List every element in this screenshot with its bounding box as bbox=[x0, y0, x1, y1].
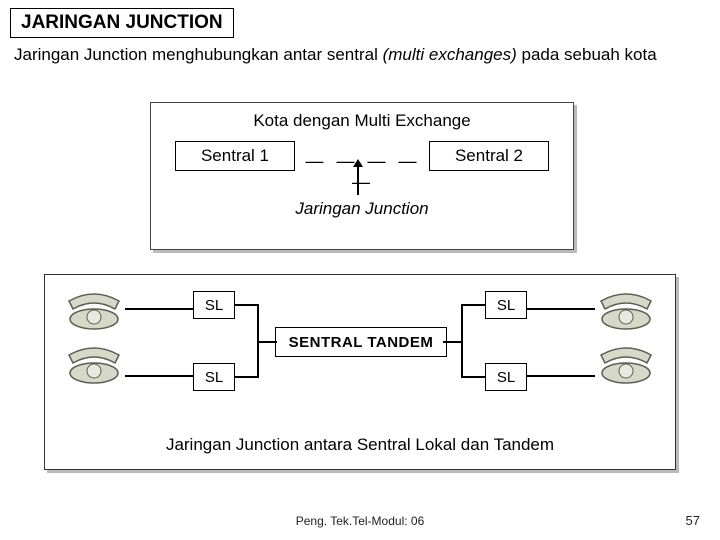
subtitle-part1: Jaringan Junction menghubungkan antar se… bbox=[14, 45, 383, 64]
diagram1-title: Kota dengan Multi Exchange bbox=[151, 111, 573, 131]
phone-icon bbox=[595, 289, 657, 331]
footer-module: Peng. Tek.Tel-Modul: 06 bbox=[0, 514, 720, 528]
connector-line bbox=[461, 304, 463, 342]
connector-line bbox=[461, 342, 463, 378]
connector-line bbox=[443, 341, 463, 343]
subtitle: Jaringan Junction menghubungkan antar se… bbox=[14, 44, 694, 67]
sentral-2-box: Sentral 2 bbox=[429, 141, 549, 171]
junction-arrow bbox=[357, 161, 359, 195]
phone-icon bbox=[63, 289, 125, 331]
phone-icon bbox=[595, 343, 657, 385]
connector-line bbox=[257, 304, 259, 342]
phone-icon bbox=[63, 343, 125, 385]
connector-line bbox=[235, 304, 259, 306]
subtitle-italic: (multi exchanges) bbox=[383, 45, 517, 64]
subtitle-part2: pada sebuah kota bbox=[517, 45, 657, 64]
diagram-tandem: SL SL SL SL SENTRAL TANDEM Jaringan Junc… bbox=[44, 274, 676, 470]
connector-line bbox=[527, 308, 595, 310]
sl-box: SL bbox=[485, 291, 527, 319]
sl-box: SL bbox=[193, 363, 235, 391]
connector-line bbox=[235, 376, 259, 378]
connector-line bbox=[257, 342, 259, 378]
diagram-multi-exchange: Kota dengan Multi Exchange Sentral 1 Sen… bbox=[150, 102, 574, 250]
diagram1-label: Jaringan Junction bbox=[151, 199, 573, 219]
connector-line bbox=[257, 341, 277, 343]
connector-line bbox=[125, 375, 193, 377]
sentral-tandem-box: SENTRAL TANDEM bbox=[275, 327, 447, 357]
page-title: JARINGAN JUNCTION bbox=[10, 8, 234, 38]
connector-line bbox=[461, 376, 485, 378]
sl-box: SL bbox=[193, 291, 235, 319]
connector-line bbox=[527, 375, 595, 377]
sentral-1-box: Sentral 1 bbox=[175, 141, 295, 171]
page-number: 57 bbox=[686, 513, 700, 528]
diagram2-caption: Jaringan Junction antara Sentral Lokal d… bbox=[45, 435, 675, 455]
connector-line bbox=[461, 304, 485, 306]
sl-box: SL bbox=[485, 363, 527, 391]
junction-dashed-link: — — — — — bbox=[295, 151, 431, 193]
connector-line bbox=[125, 308, 193, 310]
